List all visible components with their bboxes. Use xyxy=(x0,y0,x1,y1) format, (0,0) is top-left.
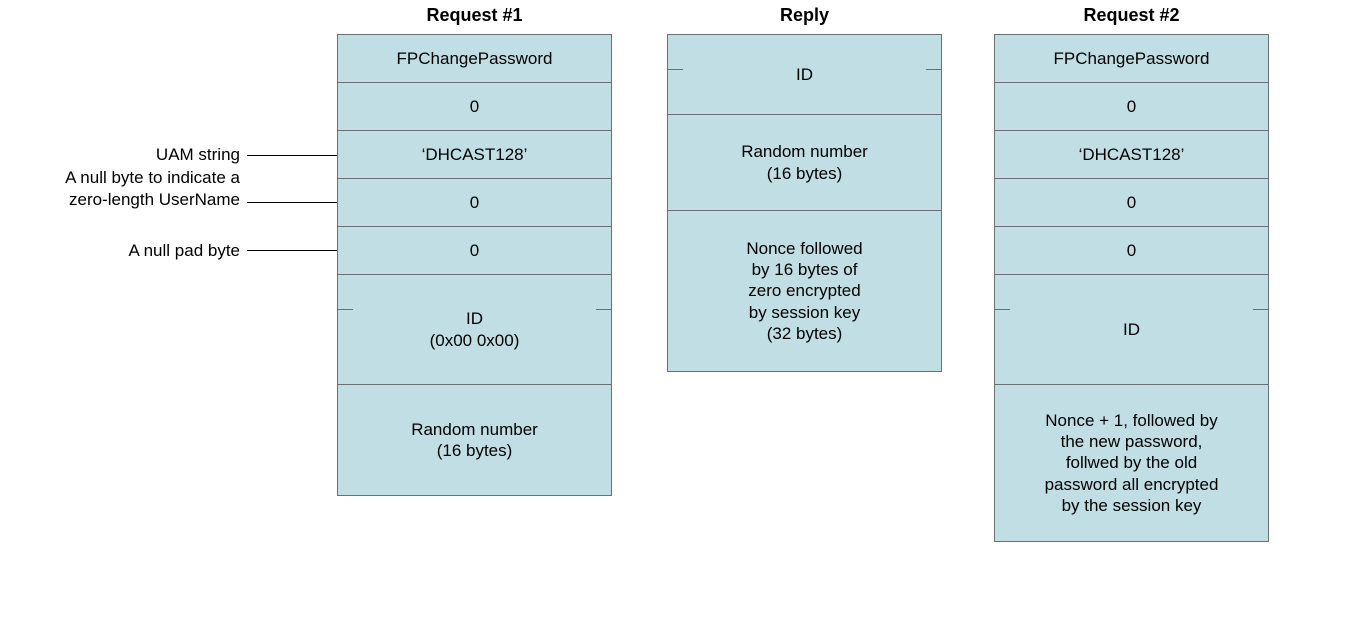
box-request-2: FPChangePassword 0 ‘DHCAST128’ 0 0 ID No… xyxy=(994,34,1269,542)
box-reply: ID Random number(16 bytes) Nonce followe… xyxy=(667,34,942,372)
req1-cell-6: Random number(16 bytes) xyxy=(338,385,611,495)
req2-id-notch-right xyxy=(1253,309,1269,310)
req2-cell-2: ‘DHCAST128’ xyxy=(995,131,1268,179)
req1-id-notch-left xyxy=(337,309,353,310)
annotation-null-pad: A null pad byte xyxy=(50,240,240,262)
reply-cell-2: Nonce followedby 16 bytes ofzero encrypt… xyxy=(668,211,941,371)
title-request-2: Request #2 xyxy=(994,5,1269,26)
annotation-line-null-pad xyxy=(247,250,337,251)
req2-id-notch-left xyxy=(994,309,1010,310)
title-reply: Reply xyxy=(667,5,942,26)
reply-id-notch-left xyxy=(667,69,683,70)
diagram-root: Request #1 Reply Request #2 FPChangePass… xyxy=(0,0,1348,634)
req1-cell-0: FPChangePassword xyxy=(338,35,611,83)
req2-cell-3: 0 xyxy=(995,179,1268,227)
req2-cell-0: FPChangePassword xyxy=(995,35,1268,83)
reply-cell-1: Random number(16 bytes) xyxy=(668,115,941,211)
req2-cell-4: 0 xyxy=(995,227,1268,275)
req1-id-notch-right xyxy=(596,309,612,310)
req2-cell-1: 0 xyxy=(995,83,1268,131)
req1-cell-3: 0 xyxy=(338,179,611,227)
annotation-null-byte: A null byte to indicate azero-length Use… xyxy=(30,167,240,211)
req2-cell-5: ID xyxy=(995,275,1268,385)
req1-cell-5: ID(0x00 0x00) xyxy=(338,275,611,385)
box-request-1: FPChangePassword 0 ‘DHCAST128’ 0 0 ID(0x… xyxy=(337,34,612,496)
req1-cell-1: 0 xyxy=(338,83,611,131)
req1-cell-4: 0 xyxy=(338,227,611,275)
title-request-1: Request #1 xyxy=(337,5,612,26)
reply-cell-0: ID xyxy=(668,35,941,115)
annotation-line-uam xyxy=(247,155,337,156)
req1-cell-2: ‘DHCAST128’ xyxy=(338,131,611,179)
annotation-line-null-byte xyxy=(247,202,337,203)
reply-id-notch-right xyxy=(926,69,942,70)
req2-cell-6: Nonce + 1, followed bythe new password,f… xyxy=(995,385,1268,541)
annotation-uam-string: UAM string xyxy=(50,144,240,166)
